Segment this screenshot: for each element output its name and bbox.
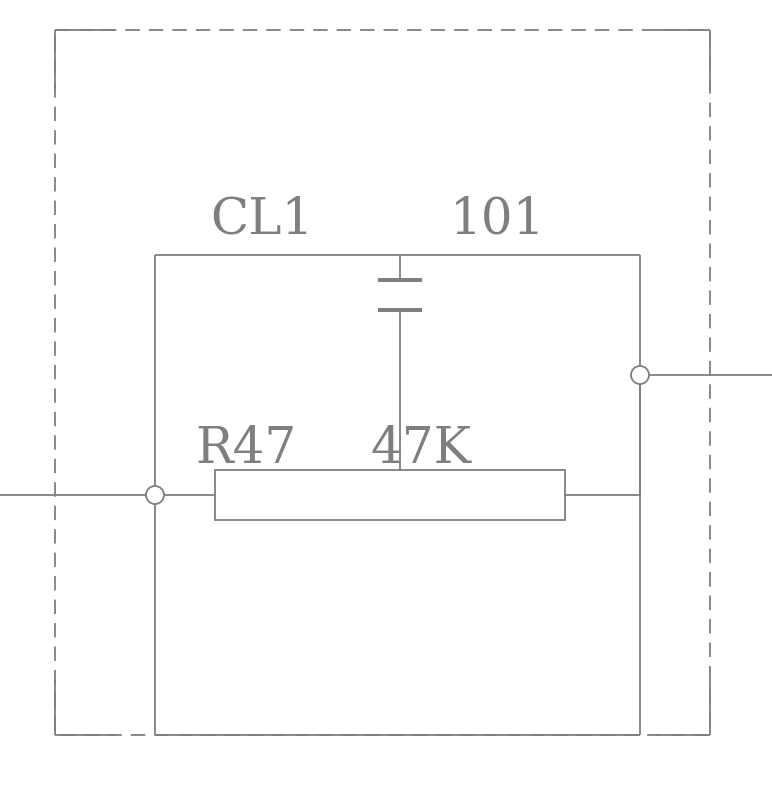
Circle shape	[146, 486, 164, 504]
Bar	[55, 30, 710, 735]
Circle shape	[631, 366, 649, 384]
Text: 101: 101	[450, 195, 546, 244]
Text: CL1: CL1	[210, 195, 313, 244]
Text: R47: R47	[195, 425, 296, 474]
Bar	[215, 470, 565, 520]
Text: 47K: 47K	[370, 425, 471, 474]
